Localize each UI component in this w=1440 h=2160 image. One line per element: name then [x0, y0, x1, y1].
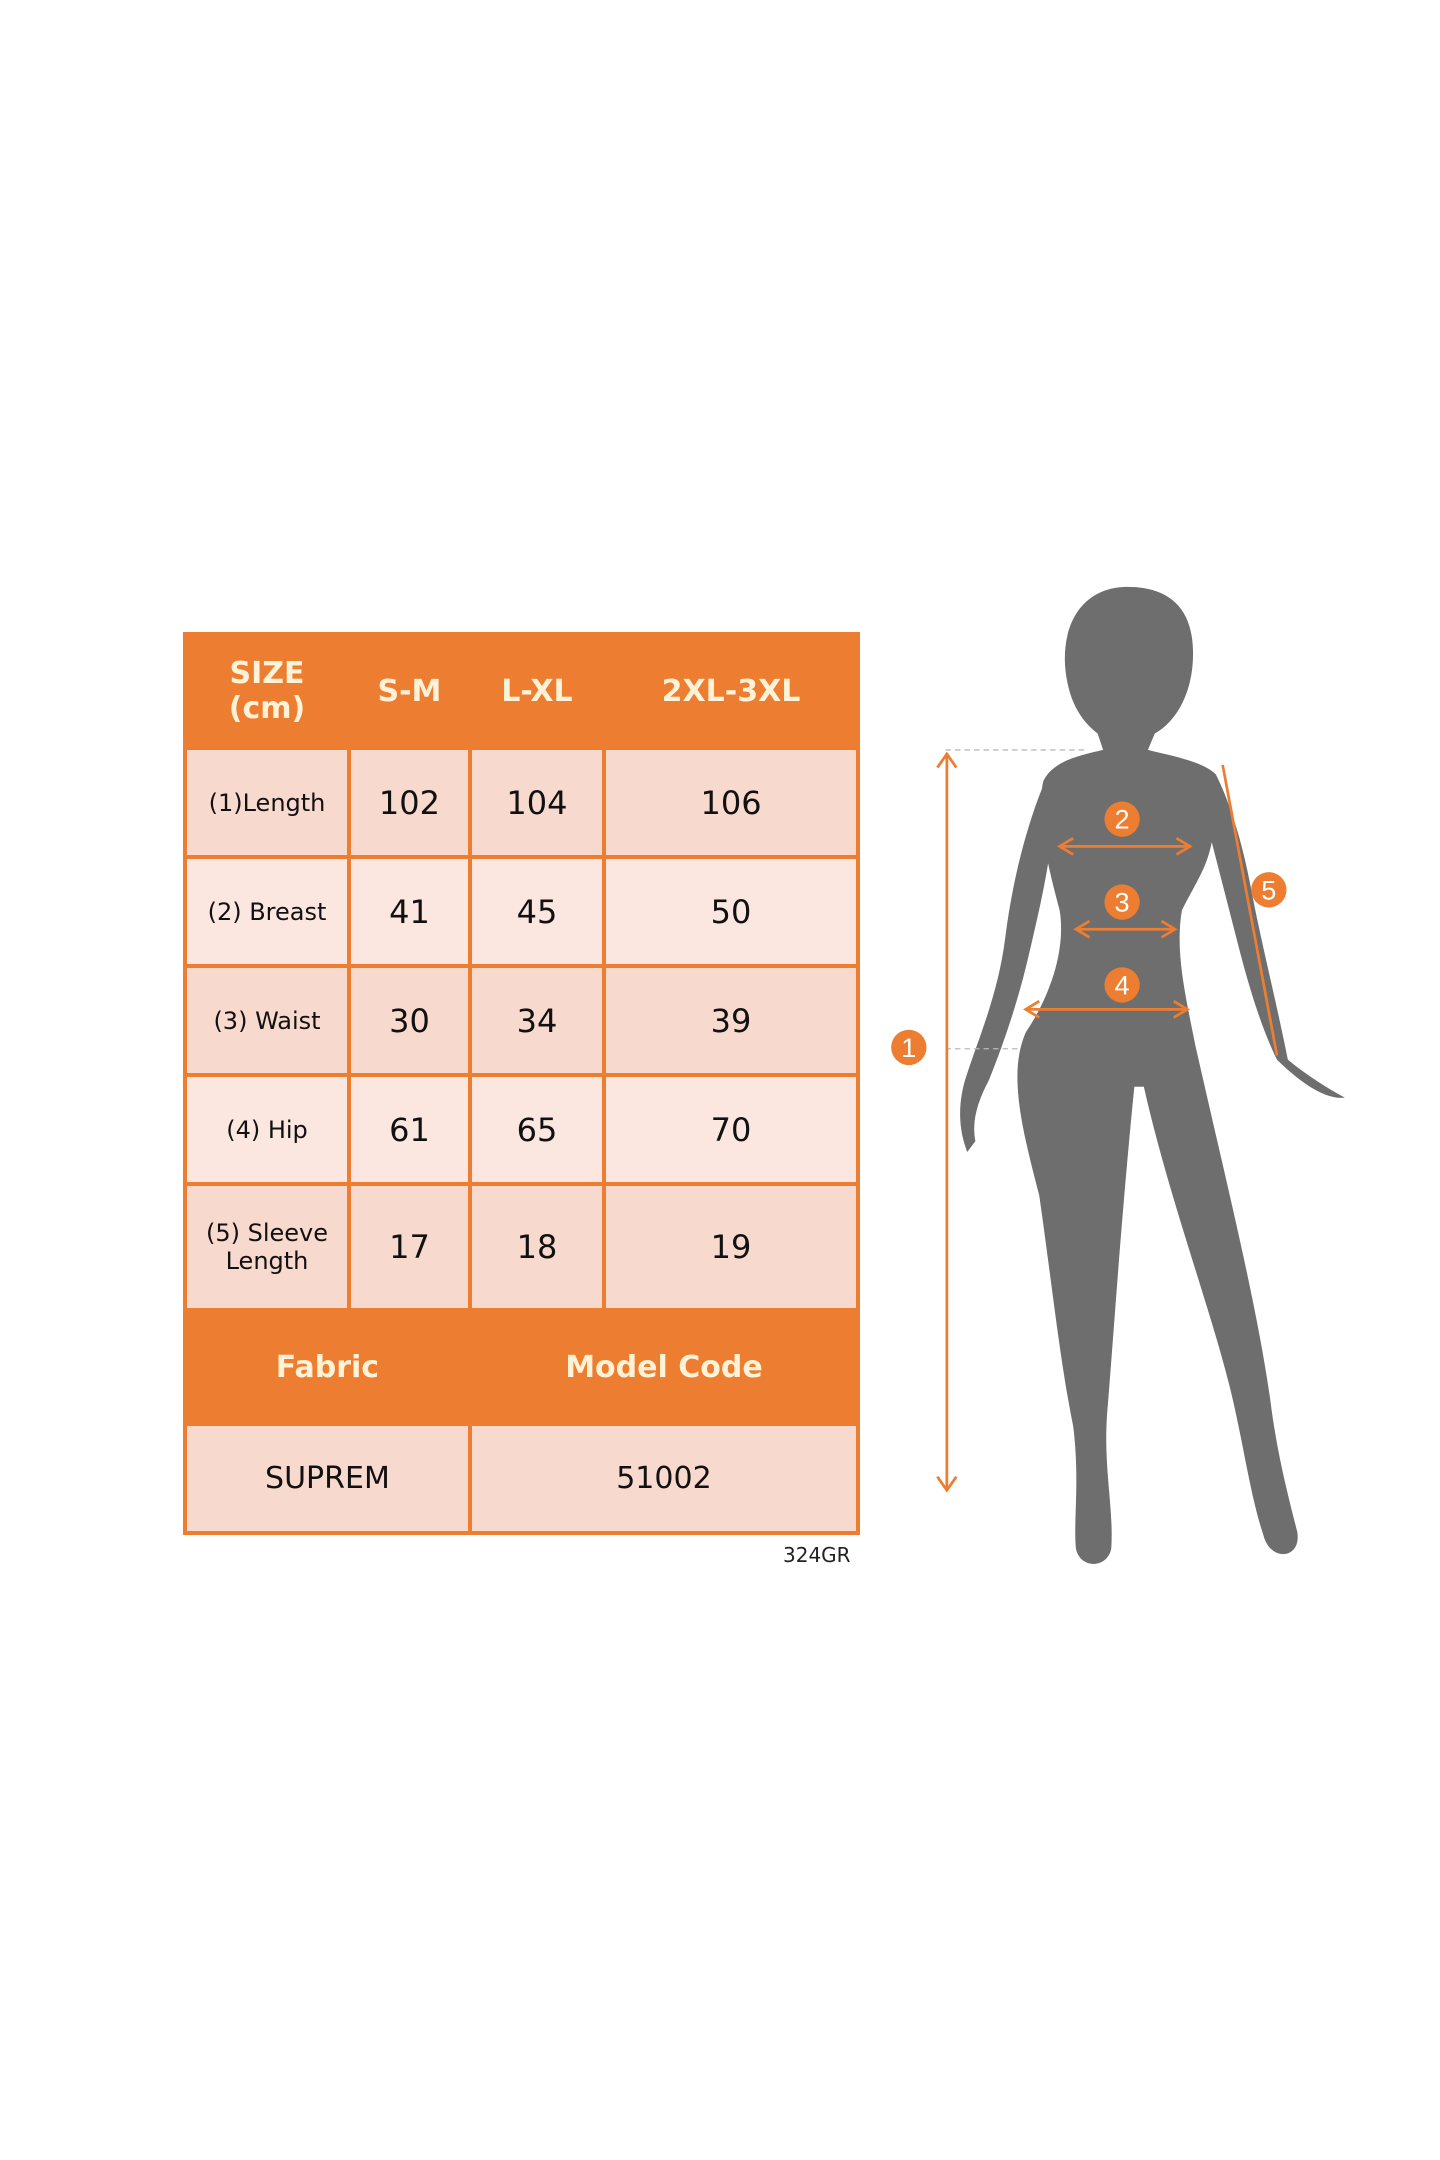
cell: 30: [347, 964, 472, 1077]
cell: 65: [467, 1073, 607, 1186]
header-col: 2XL-3XL: [602, 632, 860, 750]
cell: 70: [602, 1073, 860, 1186]
row-label: (5) Sleeve Length: [183, 1182, 351, 1312]
cell: 41: [347, 855, 472, 968]
table-row: (3) Waist 30 34 39: [183, 964, 860, 1077]
fabric-value: SUPREM: [183, 1422, 472, 1535]
marker-2-label: 2: [1115, 804, 1130, 835]
footer-header-row: Fabric Model Code: [183, 1308, 861, 1426]
cell: 102: [347, 746, 472, 859]
model-code-value: 51002: [467, 1422, 861, 1535]
header-size-line1: SIZE: [229, 656, 305, 691]
cell: 104: [467, 746, 607, 859]
size-chart-table: SIZE (cm) S-M L-XL 2XL-3XL (1)Length 102 …: [183, 632, 861, 1535]
marker-3-label: 3: [1115, 887, 1130, 918]
cell: 34: [467, 964, 607, 1077]
table-row: (4) Hip 61 65 70: [183, 1073, 860, 1186]
table-row: (1)Length 102 104 106: [183, 746, 860, 859]
marker-4-label: 4: [1115, 969, 1130, 1000]
model-tag: 324GR: [783, 1543, 851, 1567]
silhouette: [960, 586, 1345, 1564]
cell: 61: [347, 1073, 472, 1186]
cell: 39: [602, 964, 860, 1077]
row-label: (1)Length: [183, 746, 351, 859]
cell: 106: [602, 746, 860, 859]
measurement-arrows: [936, 751, 1279, 1493]
header-col: L-XL: [467, 632, 607, 750]
marker-2: [1104, 801, 1140, 837]
fabric-header: Fabric: [183, 1308, 472, 1426]
sleeve-arrow: [1221, 764, 1279, 1056]
row-label: (4) Hip: [183, 1073, 351, 1186]
footer-value-row: SUPREM 51002: [183, 1422, 861, 1535]
header-col: S-M: [347, 632, 472, 750]
cell: 45: [467, 855, 607, 968]
marker-5-label: 5: [1261, 874, 1276, 905]
marker-4: [1104, 967, 1140, 1003]
table-row: (5) Sleeve Length 17 18 19: [183, 1182, 860, 1312]
row-label: (2) Breast: [183, 855, 351, 968]
marker-3: [1104, 884, 1140, 920]
marker-1: [891, 1029, 927, 1066]
model-code-header: Model Code: [467, 1308, 861, 1426]
cell: 17: [347, 1182, 472, 1312]
table-row: (2) Breast 41 45 50: [183, 855, 860, 968]
marker-1-label: 1: [901, 1032, 916, 1063]
row-label-line1: (5) Sleeve: [205, 1219, 329, 1247]
row-label-line2: Length: [225, 1247, 309, 1275]
row-label: (3) Waist: [183, 964, 351, 1077]
marker-5: [1251, 872, 1287, 908]
header-size: SIZE (cm): [183, 632, 351, 750]
cell: 18: [467, 1182, 607, 1312]
cell: 50: [602, 855, 860, 968]
header-size-line2: (cm): [228, 691, 306, 726]
cell: 19: [602, 1182, 860, 1312]
table-header-row: SIZE (cm) S-M L-XL 2XL-3XL: [183, 632, 860, 750]
